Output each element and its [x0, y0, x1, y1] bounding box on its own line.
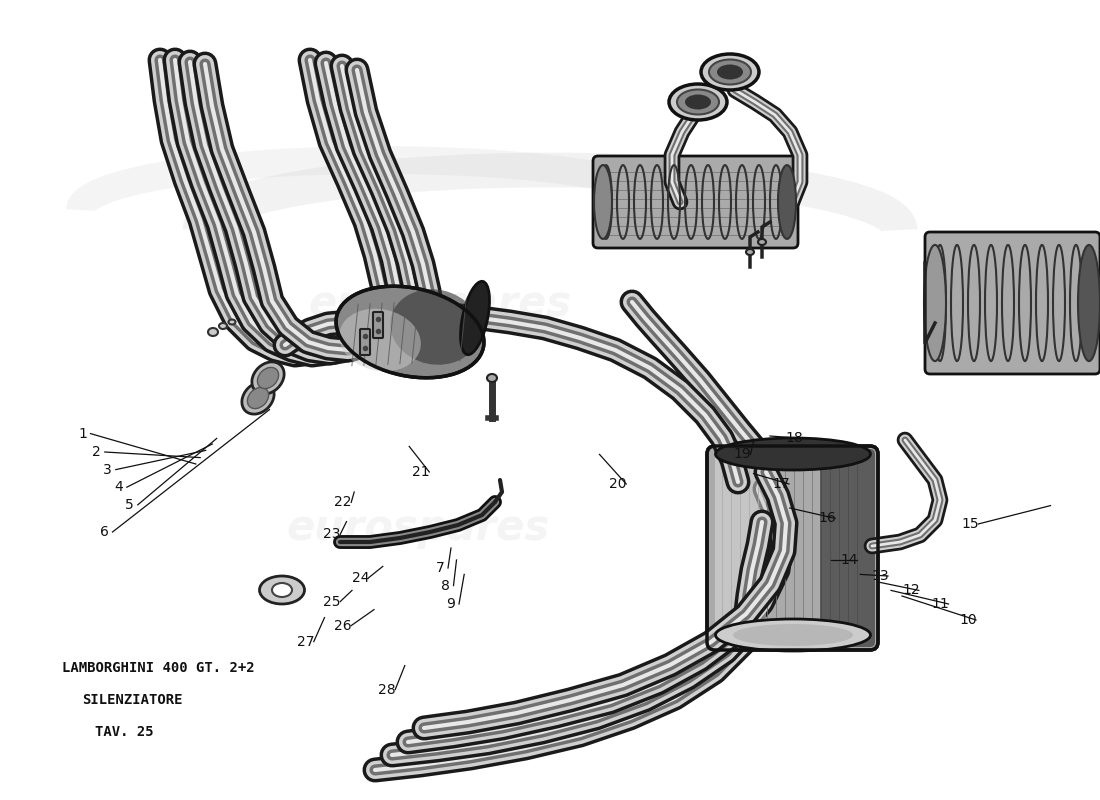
Ellipse shape — [746, 249, 754, 255]
Text: 28: 28 — [378, 682, 396, 697]
Text: 25: 25 — [323, 594, 341, 609]
Ellipse shape — [924, 245, 946, 361]
Text: 11: 11 — [932, 597, 949, 611]
Ellipse shape — [758, 239, 766, 245]
Text: 20: 20 — [609, 477, 627, 491]
FancyBboxPatch shape — [707, 446, 878, 650]
Text: 23: 23 — [323, 527, 341, 542]
FancyBboxPatch shape — [820, 449, 874, 647]
Text: 4: 4 — [114, 480, 123, 494]
FancyBboxPatch shape — [593, 156, 798, 248]
Text: 2: 2 — [92, 445, 101, 459]
Text: 22: 22 — [334, 495, 352, 510]
Ellipse shape — [594, 165, 612, 239]
Ellipse shape — [717, 65, 743, 79]
Text: LAMBORGHINI 400 GT. 2+2: LAMBORGHINI 400 GT. 2+2 — [62, 661, 254, 675]
FancyBboxPatch shape — [373, 312, 383, 338]
Text: 15: 15 — [961, 517, 979, 531]
Ellipse shape — [248, 387, 268, 409]
Ellipse shape — [676, 90, 719, 114]
Ellipse shape — [339, 309, 421, 371]
Ellipse shape — [272, 583, 292, 597]
Ellipse shape — [208, 328, 218, 336]
Text: 5: 5 — [125, 498, 134, 512]
Text: 26: 26 — [334, 618, 352, 633]
Ellipse shape — [229, 319, 235, 325]
Text: 3: 3 — [103, 462, 112, 477]
Text: 16: 16 — [818, 511, 836, 526]
Text: 13: 13 — [871, 569, 889, 583]
Ellipse shape — [219, 323, 227, 329]
Ellipse shape — [487, 374, 497, 382]
Ellipse shape — [461, 282, 490, 354]
Text: 19: 19 — [734, 447, 751, 462]
Ellipse shape — [715, 438, 870, 470]
Text: eurospares: eurospares — [286, 507, 550, 549]
Text: 18: 18 — [785, 431, 803, 446]
Text: eurospares: eurospares — [308, 283, 572, 325]
Text: 1: 1 — [78, 426, 87, 441]
Ellipse shape — [778, 165, 796, 239]
Ellipse shape — [733, 624, 852, 646]
Text: 21: 21 — [412, 465, 430, 479]
Text: 6: 6 — [100, 525, 109, 539]
Text: 8: 8 — [441, 578, 450, 593]
Ellipse shape — [390, 290, 480, 365]
Ellipse shape — [710, 59, 751, 85]
Text: SILENZIATORE: SILENZIATORE — [82, 693, 183, 707]
Text: 10: 10 — [959, 613, 977, 627]
Text: 17: 17 — [772, 477, 790, 491]
Ellipse shape — [337, 286, 484, 378]
Ellipse shape — [669, 84, 727, 120]
Ellipse shape — [257, 367, 278, 389]
FancyBboxPatch shape — [715, 452, 766, 643]
FancyBboxPatch shape — [925, 232, 1100, 374]
Ellipse shape — [260, 576, 305, 604]
Text: 12: 12 — [902, 583, 920, 598]
Ellipse shape — [685, 94, 711, 110]
Ellipse shape — [701, 54, 759, 90]
Ellipse shape — [1078, 245, 1100, 361]
Text: 27: 27 — [297, 634, 315, 649]
Text: TAV. 25: TAV. 25 — [95, 725, 154, 739]
Text: 14: 14 — [840, 553, 858, 567]
FancyBboxPatch shape — [360, 329, 370, 355]
Text: 9: 9 — [447, 597, 455, 611]
Ellipse shape — [252, 362, 284, 394]
Ellipse shape — [242, 382, 274, 414]
Ellipse shape — [715, 619, 870, 651]
Text: 7: 7 — [436, 561, 444, 575]
Text: 24: 24 — [352, 570, 370, 585]
